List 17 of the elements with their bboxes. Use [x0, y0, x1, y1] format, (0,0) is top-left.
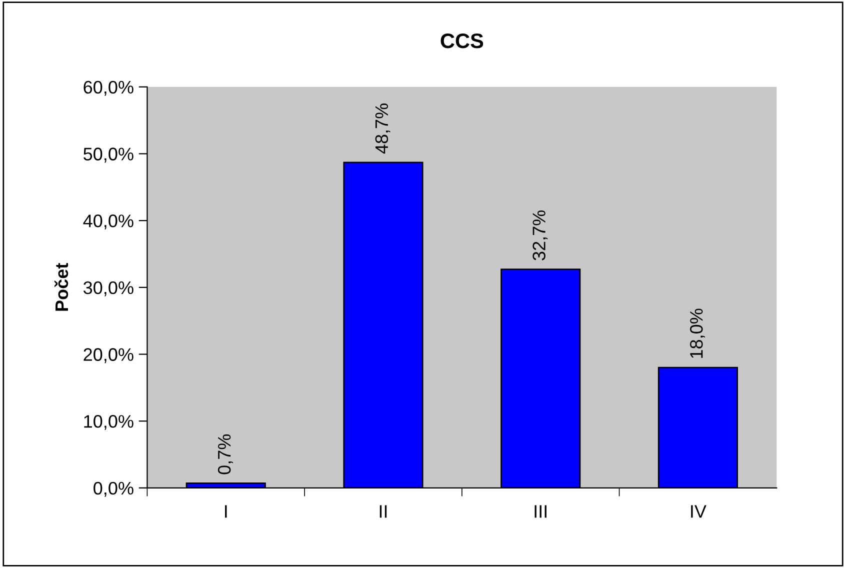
- y-axis-title: Počet: [54, 263, 68, 311]
- data-label: 48,7%: [375, 104, 390, 154]
- y-tick-label: 30,0%: [84, 281, 134, 296]
- data-label: 0,7%: [218, 434, 233, 474]
- chart-title: CCS: [440, 33, 484, 48]
- x-tick-label: I: [225, 505, 227, 518]
- x-tick-label: III: [534, 505, 546, 518]
- y-tick-label: 40,0%: [83, 214, 134, 230]
- x-tick-label: IV: [691, 505, 706, 518]
- y-tick-label: 20,0%: [84, 348, 134, 364]
- data-label: 18,0%: [690, 308, 705, 358]
- y-tick-label: 10,0%: [84, 415, 134, 430]
- x-tick-label: II: [380, 505, 387, 518]
- y-tick-label: 0,0%: [94, 482, 134, 497]
- data-label: 32,7%: [532, 210, 548, 260]
- y-tick-label: 60,0%: [84, 80, 134, 96]
- y-tick-label: 50,0%: [84, 148, 134, 163]
